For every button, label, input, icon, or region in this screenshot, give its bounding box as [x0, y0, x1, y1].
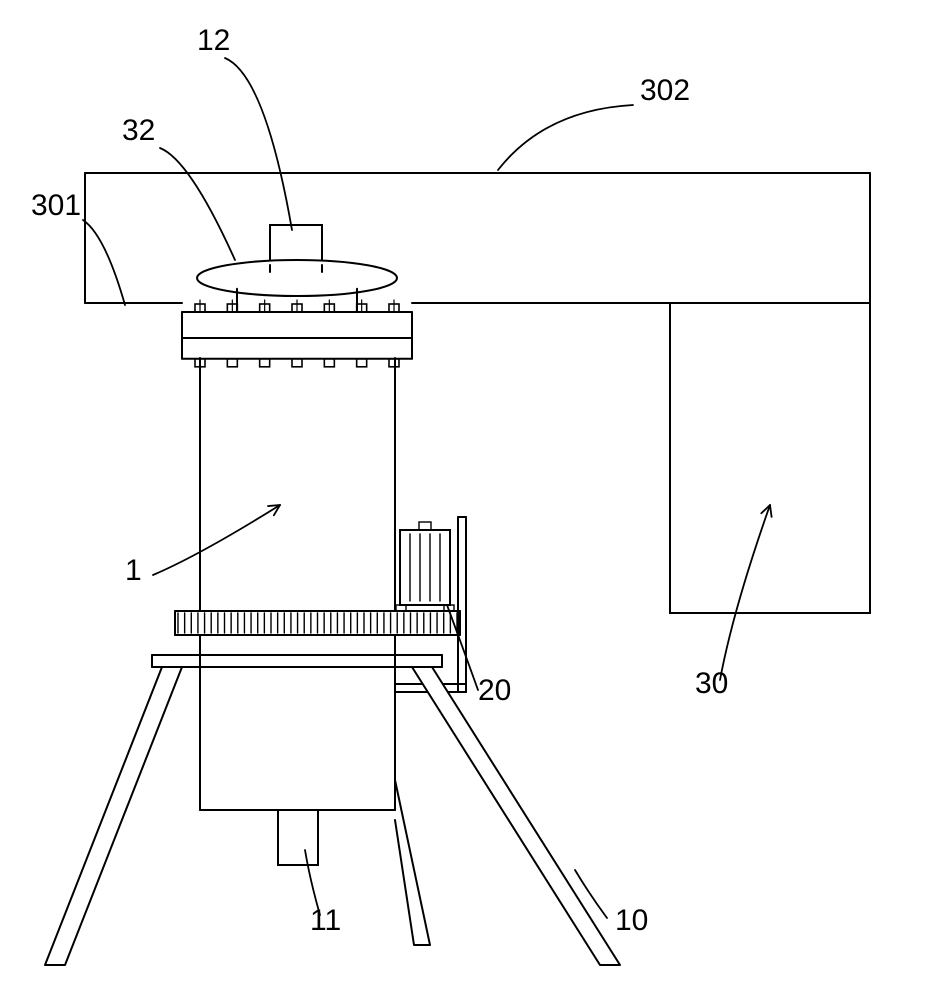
callout-12: 12 [197, 24, 230, 57]
callout-20: 20 [478, 674, 511, 707]
callout-302: 302 [640, 74, 690, 107]
callout-10: 10 [615, 904, 648, 937]
callout-11: 11 [310, 904, 341, 937]
callout-32: 32 [122, 114, 155, 147]
callout-1: 1 [125, 554, 142, 587]
callout-301: 301 [31, 189, 81, 222]
callout-30: 30 [695, 667, 728, 700]
